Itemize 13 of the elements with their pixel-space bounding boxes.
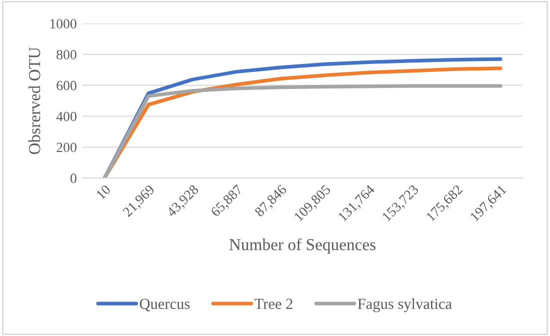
- legend-label: Tree 2: [254, 298, 292, 310]
- y-tick-label: 800: [56, 50, 76, 60]
- y-tick-label: 200: [56, 142, 76, 152]
- y-tick-label: 0: [70, 174, 76, 184]
- y-tick-label: 600: [56, 80, 76, 90]
- y-tick-label: 1000: [50, 19, 76, 28]
- line-series: [102, 84, 502, 178]
- y-tick-label: 400: [56, 112, 76, 122]
- y-axis-title: Obsrerved OTU: [28, 47, 40, 154]
- legend-label: Fagus sylvatica: [358, 298, 452, 312]
- legend-label: Quercus: [140, 298, 190, 312]
- x-axis-title: Number of Sequences: [229, 238, 376, 254]
- x-tick-label: 10: [96, 184, 112, 200]
